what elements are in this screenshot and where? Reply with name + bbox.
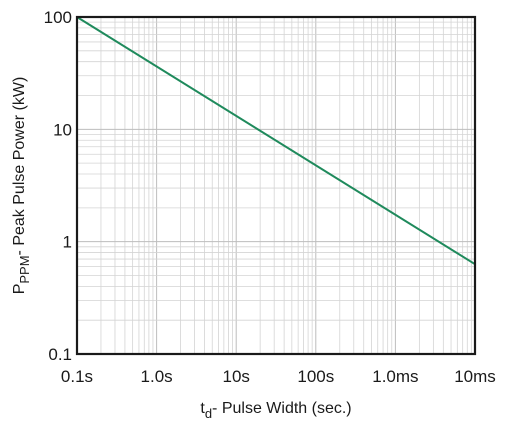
x-tick-label: 10s (222, 367, 249, 386)
y-tick-label: 100 (44, 8, 72, 27)
y-tick-label: 1 (63, 233, 72, 252)
y-tick-labels: 0.1 1 10 100 (44, 8, 72, 364)
x-tick-label: 1.0ms (372, 367, 418, 386)
x-axis-label-main: t (200, 400, 205, 417)
plot-frame (75, 15, 477, 356)
x-tick-label: 0.1s (61, 367, 93, 386)
y-axis-label-sub: PPM (17, 255, 32, 283)
x-axis-label: td- Pulse Width (sec.) (200, 400, 351, 421)
x-axis-label-sub: d (205, 406, 212, 421)
x-axis-label-rest: - Pulse Width (sec.) (212, 400, 352, 417)
x-tick-label: 10ms (454, 367, 496, 386)
series-line-0 (76, 16, 476, 266)
x-tick-label: 100s (297, 367, 334, 386)
y-axis-label: PPPM- Peak Pulse Power (kW) (11, 77, 32, 295)
x-tick-label: 1.0s (141, 367, 173, 386)
y-axis-label-rest: - Peak Pulse Power (kW) (11, 77, 28, 256)
y-tick-label: 10 (53, 120, 72, 139)
y-axis-label-main: P (11, 284, 28, 295)
series-layer (76, 16, 476, 266)
grid (76, 17, 475, 355)
y-tick-label: 0.1 (48, 345, 72, 364)
x-tick-labels: 0.1s 1.0s 10s 100s 1.0ms 10ms (61, 367, 496, 386)
